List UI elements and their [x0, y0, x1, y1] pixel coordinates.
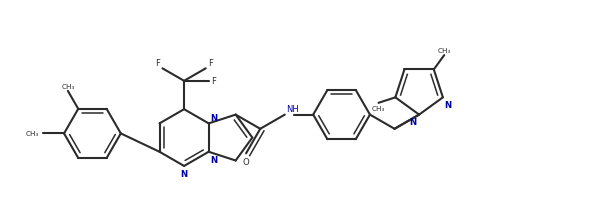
Text: N: N	[445, 100, 452, 109]
Text: N: N	[210, 155, 217, 164]
Text: N: N	[180, 169, 187, 178]
Text: NH: NH	[287, 104, 299, 113]
Text: CH₃: CH₃	[25, 131, 39, 137]
Text: CH₃: CH₃	[372, 105, 385, 111]
Text: CH₃: CH₃	[438, 48, 451, 54]
Text: F: F	[155, 59, 160, 68]
Text: CH₃: CH₃	[61, 84, 75, 90]
Text: O: O	[242, 157, 250, 166]
Text: F: F	[208, 59, 213, 68]
Text: N: N	[210, 113, 217, 122]
Text: N: N	[410, 117, 417, 126]
Text: F: F	[211, 77, 216, 86]
